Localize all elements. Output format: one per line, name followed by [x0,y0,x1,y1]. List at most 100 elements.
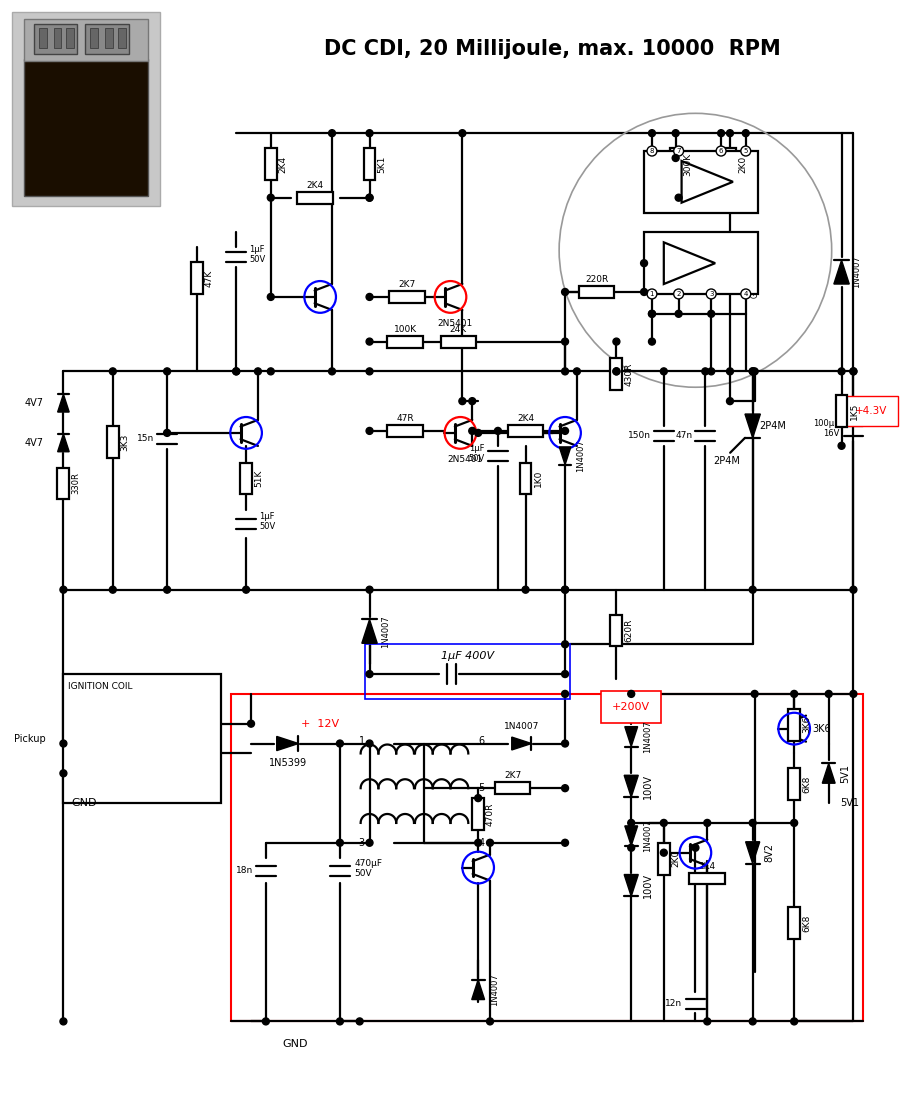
Bar [231,694,863,1022]
Circle shape [749,1018,756,1025]
Text: +: + [668,265,680,279]
Text: 100µF: 100µF [814,419,840,428]
Bar [788,768,800,800]
Bar [658,843,670,874]
Bar [191,262,202,294]
Circle shape [641,288,647,296]
Circle shape [366,367,373,375]
Circle shape [749,367,756,375]
Text: VCC: VCC [648,160,657,175]
Text: 50V: 50V [249,255,266,264]
Circle shape [628,845,634,851]
Bar [118,28,126,47]
Circle shape [749,820,756,826]
Text: 2K4: 2K4 [307,180,324,189]
Circle shape [649,338,655,345]
Text: 1N5399: 1N5399 [268,758,307,769]
Circle shape [850,367,857,375]
Circle shape [562,367,569,375]
Circle shape [366,338,373,345]
Bar [12,12,160,206]
Text: GND: GND [751,280,760,298]
Circle shape [649,130,655,136]
Bar [519,463,532,494]
Circle shape [366,428,373,435]
Text: IGNITION COIL: IGNITION COIL [68,682,133,691]
Text: 1N4007: 1N4007 [382,615,391,648]
Circle shape [366,130,373,136]
Text: 5: 5 [478,783,484,793]
Polygon shape [58,394,69,412]
Bar [724,148,736,179]
Circle shape [255,367,261,375]
Bar [579,286,615,298]
Text: 430R: 430R [625,363,634,386]
Text: 1µF: 1µF [249,245,265,254]
Text: -: - [671,248,676,262]
Bar [63,674,221,803]
Text: 2K4: 2K4 [517,414,534,424]
Text: 2P4M: 2P4M [760,421,787,431]
Circle shape [752,367,758,375]
Text: 7: 7 [677,148,681,154]
Text: GND: GND [71,799,97,808]
Text: 12n: 12n [665,999,682,1008]
Circle shape [726,130,734,136]
Circle shape [675,195,682,201]
Bar [24,19,149,60]
Circle shape [825,691,833,697]
Text: 1N4007: 1N4007 [504,722,539,730]
Circle shape [487,1018,493,1025]
Circle shape [674,146,684,156]
Text: 1N4007: 1N4007 [490,974,499,1006]
Circle shape [267,294,274,300]
Text: 50V: 50V [355,869,373,878]
Bar [39,28,47,47]
Circle shape [752,691,758,697]
Text: 620R: 620R [625,618,634,642]
Text: 4: 4 [743,292,748,297]
Bar [610,359,622,390]
Circle shape [672,130,680,136]
Text: 6K8: 6K8 [802,914,811,932]
Bar [105,28,112,47]
Circle shape [366,586,373,593]
Bar [387,336,423,348]
Text: 2K0: 2K0 [738,155,747,173]
Circle shape [562,428,569,435]
Circle shape [474,839,482,846]
Circle shape [469,428,476,435]
Circle shape [459,130,466,136]
Text: +200V: +200V [612,702,651,712]
Circle shape [243,586,249,593]
Bar [644,151,758,212]
Circle shape [337,839,344,846]
Text: 1µF 400V: 1µF 400V [441,651,494,661]
Circle shape [791,691,797,697]
Circle shape [641,260,647,266]
Text: 24K: 24K [450,324,467,333]
Polygon shape [625,727,637,747]
Polygon shape [472,980,484,1000]
Text: 470R: 470R [486,802,495,826]
Circle shape [337,1018,344,1025]
Bar [265,148,276,179]
Circle shape [675,310,682,317]
Polygon shape [625,874,638,896]
Bar [34,24,77,54]
Text: 47n: 47n [675,431,692,440]
Bar [390,292,425,302]
Circle shape [328,130,336,136]
Circle shape [850,367,857,375]
Circle shape [661,849,667,856]
Bar [788,908,800,939]
Text: 2K4: 2K4 [698,861,716,870]
Text: 50V: 50V [469,453,485,463]
Bar [495,782,530,794]
Circle shape [487,839,493,846]
Bar [53,28,61,47]
Bar [387,425,423,437]
Circle shape [164,586,171,593]
Circle shape [109,586,116,593]
Circle shape [704,1018,711,1025]
